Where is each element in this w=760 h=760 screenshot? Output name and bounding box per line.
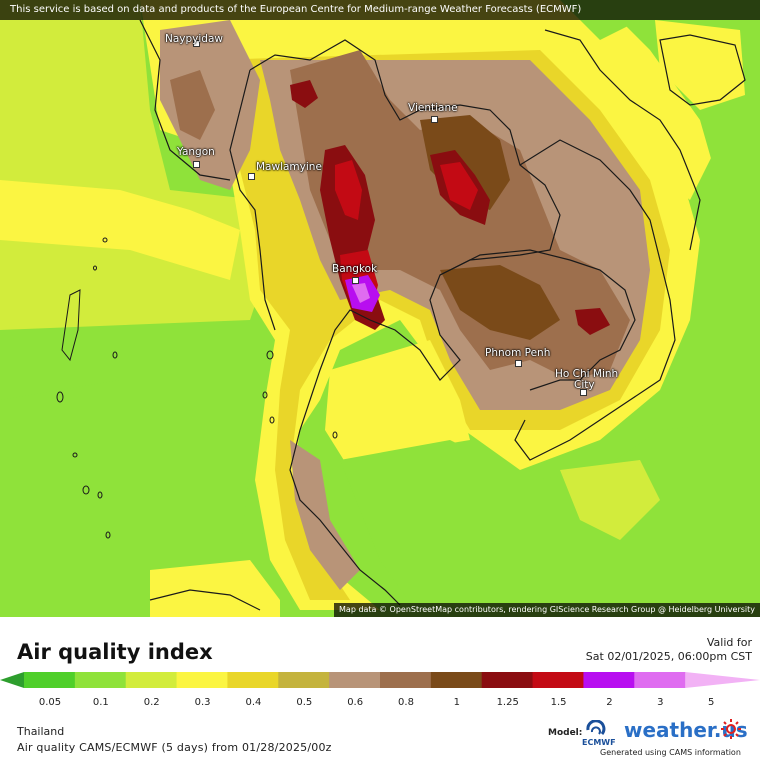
city-label-mawlamyine[interactable]: Mawlamyine [256, 161, 322, 173]
scale-segment [278, 672, 330, 688]
city-dot [580, 389, 587, 396]
scale-segment [430, 672, 483, 688]
scale-tick-label: 2 [606, 697, 613, 708]
scale-segment [329, 672, 381, 688]
scale-tick-label: 0.4 [245, 697, 262, 708]
scale-tick-label: 0.6 [347, 697, 364, 708]
scale-segment [634, 672, 686, 688]
scale-tick-label: 0.05 [38, 697, 62, 708]
city-dot [193, 40, 200, 47]
map-attribution: Map data © OpenStreetMap contributors, r… [334, 603, 760, 617]
air-quality-map[interactable]: Naypyidaw Yangon Mawlamyine Vientiane Ba… [0, 0, 760, 617]
scale-segment [583, 672, 635, 688]
scale-tick-label: 1.5 [550, 697, 567, 708]
scale-segment [481, 672, 534, 688]
scale-tick-label: 5 [707, 697, 715, 708]
valid-label: Valid for [706, 636, 752, 649]
scale-segment [24, 672, 76, 688]
ecmwf-banner: This service is based on data and produc… [0, 0, 760, 20]
scale-tick-label: 0.8 [398, 697, 414, 708]
city-dot [248, 173, 255, 180]
city-dot [193, 161, 200, 168]
region-name: Thailand [17, 725, 65, 738]
city-label-yangon[interactable]: Yangon [177, 146, 215, 158]
city-dot [431, 116, 438, 123]
scale-segment [176, 672, 228, 688]
city-label-phnom-penh[interactable]: Phnom Penh [485, 347, 551, 359]
generated-credit: Generated using CAMS information [600, 748, 741, 757]
scale-arrow-right [685, 672, 760, 688]
scale-segment [227, 672, 279, 688]
city-dot [515, 360, 522, 367]
city-label-city[interactable]: City [574, 379, 595, 391]
scale-tick-label: 1 [453, 697, 461, 708]
ecmwf-logo-icon [586, 720, 606, 735]
valid-date: Sat 02/01/2025, 06:00pm CST [585, 650, 752, 663]
scale-tick-label: 1.25 [496, 697, 519, 708]
scale-tick-label: 0.3 [194, 697, 211, 708]
scale-segment [380, 672, 432, 688]
ecmwf-text: ECMWF [582, 738, 616, 747]
scale-tick-label: 0.2 [143, 697, 160, 708]
scale-tick-label: 0.1 [92, 697, 109, 708]
scale-segment [74, 672, 127, 688]
model-info: Air quality CAMS/ECMWF (5 days) from 01/… [17, 741, 332, 754]
scale-segment [532, 672, 584, 688]
scale-segment [125, 672, 178, 688]
color-scale-bar [0, 672, 760, 688]
city-label-vientiane[interactable]: Vientiane [408, 102, 458, 114]
model-label: Model: [548, 728, 583, 738]
city-dot [352, 277, 359, 284]
scale-arrow-left [0, 672, 24, 688]
scale-tick-label: 3 [657, 697, 664, 708]
city-label-ho-chi-minh[interactable]: Ho Chi Minh [555, 368, 619, 380]
scale-tick-label: 0.5 [296, 697, 313, 708]
sun-icon [721, 719, 741, 739]
legend-title: Air quality index [17, 640, 213, 664]
city-label-bangkok[interactable]: Bangkok [332, 263, 378, 275]
city-label-naypyidaw[interactable]: Naypyidaw [165, 33, 223, 45]
